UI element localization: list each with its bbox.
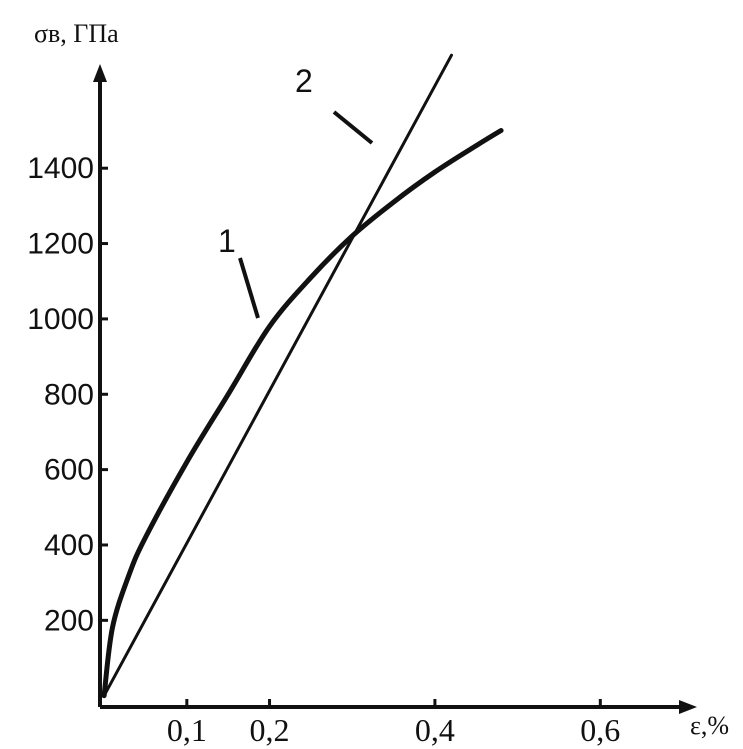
y-tick-label: 1200: [27, 228, 94, 261]
x-axis-arrowhead: [679, 700, 697, 714]
y-axis-title: σв, ГПа: [34, 19, 119, 48]
series-layer: [101, 53, 504, 699]
x-tick-label: 0,1: [167, 712, 207, 748]
series-1-line: [101, 128, 504, 699]
curve-2-leader-line: [332, 110, 374, 145]
curve-1-leader-line: [238, 257, 260, 319]
x-tick-label: 0,2: [250, 712, 290, 748]
y-tick-label: 400: [44, 529, 94, 562]
x-ticks: 0,1 0,2 0,4 0,6: [167, 699, 620, 748]
y-axis-arrowhead: [93, 64, 107, 82]
y-ticks: 200 400 600 800 1000 1200 1400: [27, 152, 108, 637]
y-tick-label: 200: [44, 604, 94, 637]
y-tick-label: 1400: [27, 152, 94, 185]
x-axis-title: ε,%: [690, 711, 729, 740]
curve-1-label: 1: [218, 223, 236, 259]
axes: [93, 64, 697, 714]
y-tick-label: 1000: [27, 303, 94, 336]
curve-2-label: 2: [295, 63, 313, 99]
x-tick-label: 0,4: [415, 712, 455, 748]
y-tick-label: 800: [44, 378, 94, 411]
x-tick-label: 0,6: [580, 712, 620, 748]
series-2-line: [102, 53, 453, 698]
y-tick-label: 600: [44, 454, 94, 487]
